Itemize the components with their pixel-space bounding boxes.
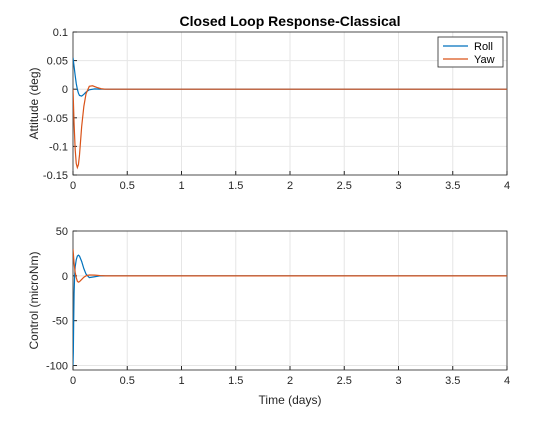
- x-tick-label: 3: [395, 375, 401, 387]
- y-tick-label: -0.05: [43, 113, 68, 125]
- x-tick-label: 3.5: [445, 375, 460, 387]
- y-tick-label: 0.05: [47, 56, 68, 68]
- legend-box: [437, 36, 504, 68]
- x-tick-label: 0.5: [120, 180, 135, 192]
- x-tick-label: 4: [504, 180, 510, 192]
- y-tick-label: -0.15: [43, 170, 68, 182]
- axes-box: [72, 230, 508, 371]
- y-axis-label: Attitude (deg): [27, 67, 41, 139]
- y-tick-label: -100: [46, 361, 68, 373]
- series-line-yaw: [73, 248, 507, 283]
- x-tick-label: 1: [178, 375, 184, 387]
- y-tick-label: -50: [52, 316, 68, 328]
- x-tick-label: 2: [287, 375, 293, 387]
- y-tick-label: 0: [62, 84, 68, 96]
- x-axis-label: Time (days): [259, 393, 322, 407]
- x-tick-label: 4: [504, 375, 510, 387]
- y-axis-label: Control (microNm): [27, 251, 41, 349]
- axes-control: 0 0.5 1 1.5 2 2.5 3 3.5 4 50 0 -50 -100 Control (micr…: [27, 226, 510, 407]
- x-tick-label: 3: [395, 180, 401, 192]
- series-line-yaw: [73, 85, 507, 170]
- legend-label-roll: Roll: [474, 41, 493, 53]
- x-tick-label: 0.5: [120, 375, 135, 387]
- legend-label-yaw: Yaw: [474, 54, 495, 66]
- x-tick-label: 3.5: [445, 180, 460, 192]
- x-tick-label: 2.5: [337, 180, 352, 192]
- x-tick-label: 2: [287, 180, 293, 192]
- x-tick-label: 2.5: [337, 375, 352, 387]
- axes-attitude: 0 0.5 1 1.5 2 2.5 3 3.5 4 0.1 0.05 0 -0.05 -0.1 -0.15 A…: [27, 27, 510, 192]
- x-tick-label: 1.5: [228, 180, 243, 192]
- x-tick-label: 1: [178, 180, 184, 192]
- y-tick-label: -0.1: [49, 141, 68, 153]
- x-tick-label: 1.5: [228, 375, 243, 387]
- y-tick-label: 0: [62, 271, 68, 283]
- y-tick-label: 50: [56, 226, 68, 238]
- x-tick-label: 0: [70, 375, 76, 387]
- y-tick-label: 0.1: [53, 27, 68, 39]
- chart-title: Closed Loop Response-Classical: [180, 13, 401, 29]
- x-tick-label: 0: [70, 180, 76, 192]
